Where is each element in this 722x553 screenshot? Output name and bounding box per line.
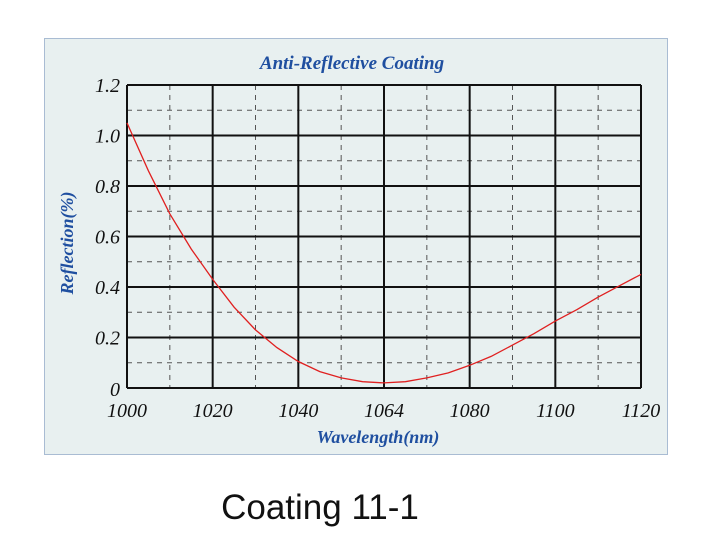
y-tick-label: 1.2 <box>95 75 120 97</box>
x-axis-label: Wavelength(nm) <box>317 427 440 448</box>
x-tick-label: 1020 <box>193 400 233 422</box>
reflection-curve <box>126 122 642 384</box>
chart-panel <box>44 38 668 455</box>
y-tick-label: 0.8 <box>95 176 120 198</box>
x-tick-label: 1100 <box>536 400 575 422</box>
x-tick-label: 1000 <box>107 400 147 422</box>
y-tick-label: 1.0 <box>95 126 120 148</box>
y-axis-label: Reflection(%) <box>57 192 78 296</box>
y-tick-label: 0.4 <box>95 277 120 299</box>
caption: Coating 11-1 <box>221 488 419 527</box>
x-tick-label: 1064 <box>364 400 404 422</box>
reflection-chart: Anti-Reflective Coating 1000 1020 1040 1064… <box>57 53 661 448</box>
y-tick-label: 0.6 <box>95 227 120 249</box>
x-tick-label: 1120 <box>622 400 661 422</box>
x-tick-label: 1080 <box>450 400 490 422</box>
y-tick-label: 0 <box>110 379 120 401</box>
y-tick-label: 0.2 <box>95 328 120 350</box>
chart-title: Anti-Reflective Coating <box>259 53 444 74</box>
x-tick-label: 1040 <box>278 400 318 422</box>
